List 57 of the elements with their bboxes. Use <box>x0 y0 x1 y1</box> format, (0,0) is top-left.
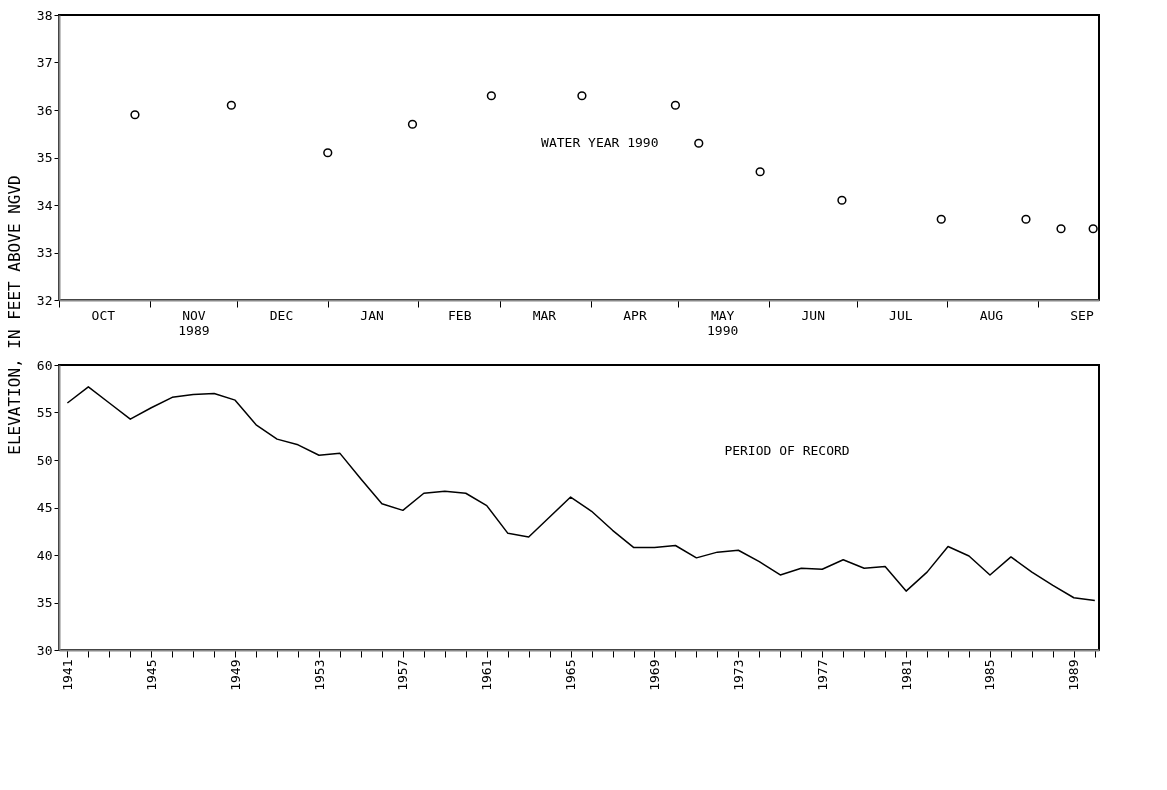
x-tick-label: APR <box>623 307 647 323</box>
y-tick-label: 45 <box>36 500 53 515</box>
annotation: PERIOD OF RECORD <box>724 442 850 458</box>
point <box>837 195 847 205</box>
y-tick-label: 35 <box>36 595 53 610</box>
point <box>130 110 140 120</box>
x-tick-label: MAR <box>532 307 557 323</box>
line-series <box>66 386 1096 602</box>
x-tick-label: 1965 <box>563 659 579 691</box>
y-tick-label: 40 <box>36 547 53 563</box>
point <box>323 148 333 158</box>
point <box>1056 224 1066 234</box>
y-tick-label: 37 <box>36 55 53 70</box>
point <box>407 119 418 129</box>
x-tick-label: 1989 <box>1066 659 1082 691</box>
annotation: WATER YEAR 1990 <box>541 135 659 151</box>
x-tick-label: OCT <box>91 307 116 323</box>
y-tick-label: 38 <box>36 7 53 23</box>
x-tick-label: NOV 1989 <box>178 307 210 338</box>
x-tick-label: MAY 1990 <box>706 307 739 338</box>
x-tick-label: 1961 <box>479 659 495 691</box>
x-tick-label: 1985 <box>982 659 998 691</box>
x-tick-label: 1981 <box>898 659 914 691</box>
point <box>755 167 765 177</box>
x-tick-label: SEP <box>1070 307 1094 323</box>
x-tick-label: 1953 <box>311 659 327 691</box>
y-tick-label: 30 <box>36 642 53 658</box>
x-tick-label: 1973 <box>730 659 746 691</box>
point <box>226 100 236 110</box>
y-tick-label: 50 <box>36 452 53 468</box>
point <box>670 100 681 110</box>
x-tick-label: 1941 <box>59 659 75 691</box>
y-tick-label: 60 <box>36 357 53 373</box>
x-tick-label: 1969 <box>646 659 662 691</box>
point <box>577 91 587 101</box>
x-tick-label: 1949 <box>227 659 243 691</box>
y-tick-label: 35 <box>36 150 53 165</box>
y-axis-title: ELEVATION, IN FEET ABOVE NGVD <box>5 175 24 455</box>
x-tick-label: 1977 <box>814 659 830 691</box>
point <box>1021 214 1031 224</box>
y-tick-label: 33 <box>36 245 53 260</box>
y-tick-label: 36 <box>36 102 53 118</box>
point <box>936 214 946 224</box>
x-tick-label: JAN <box>360 307 384 323</box>
point <box>1088 224 1098 234</box>
point <box>486 91 496 101</box>
x-tick-label: 1945 <box>143 659 159 691</box>
y-tick-label: 55 <box>36 405 53 420</box>
y-tick-label: 32 <box>36 292 53 308</box>
x-tick-label: JUN <box>801 307 825 323</box>
x-tick-label: AUG <box>979 307 1004 323</box>
y-tick-label: 34 <box>36 197 53 213</box>
x-tick-label: JUL <box>889 307 913 323</box>
x-tick-label: FEB <box>447 307 472 323</box>
x-tick-label: DEC <box>269 307 294 323</box>
x-tick-label: 1957 <box>395 659 411 691</box>
point <box>694 138 704 148</box>
